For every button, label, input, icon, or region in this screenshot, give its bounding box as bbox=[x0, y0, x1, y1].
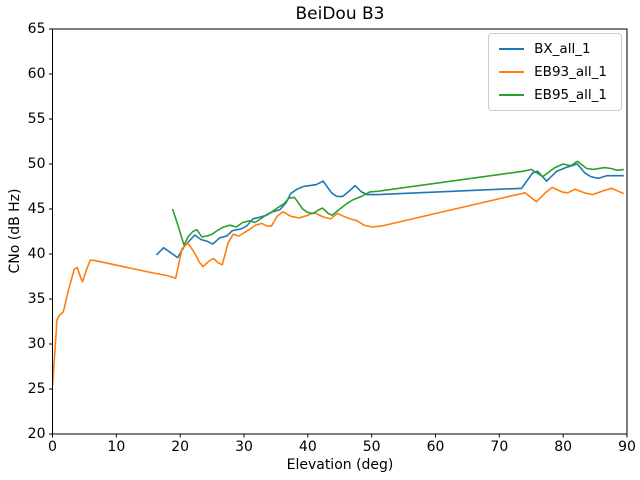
y-tick-label: 20 bbox=[27, 426, 46, 442]
x-tick-label: 90 bbox=[618, 439, 636, 455]
x-tick-label: 30 bbox=[235, 439, 253, 455]
chart-title: BeiDou B3 bbox=[295, 4, 385, 24]
legend-item: EB95_all_1 bbox=[499, 87, 611, 103]
x-tick-label: 0 bbox=[48, 439, 57, 455]
y-tick-label: 60 bbox=[27, 66, 46, 82]
legend-label: EB93_all_1 bbox=[534, 64, 607, 80]
legend-item: EB93_all_1 bbox=[499, 64, 611, 80]
y-tick-label: 55 bbox=[27, 111, 46, 127]
x-tick-label: 10 bbox=[107, 439, 126, 455]
y-tick-label: 50 bbox=[27, 156, 46, 172]
y-tick-label: 25 bbox=[27, 381, 46, 397]
y-tick-label: 35 bbox=[27, 291, 46, 307]
x-tick-label: 80 bbox=[554, 439, 573, 455]
legend-label: BX_all_1 bbox=[534, 41, 591, 57]
axes-frame bbox=[52, 28, 628, 435]
y-tick-label: 30 bbox=[27, 336, 46, 352]
x-tick-label: 40 bbox=[298, 439, 317, 455]
legend: BX_all_1 EB93_all_1 EB95_all_1 bbox=[488, 33, 622, 111]
x-tick-label: 20 bbox=[171, 439, 190, 455]
legend-label: EB95_all_1 bbox=[534, 87, 607, 103]
x-tick-label: 50 bbox=[362, 439, 381, 455]
legend-line-swatch bbox=[499, 48, 525, 50]
y-tick-label: 45 bbox=[27, 201, 46, 217]
x-tick-label: 60 bbox=[426, 439, 445, 455]
series-line-EB95_all_1 bbox=[171, 160, 624, 246]
x-axis-label: Elevation (deg) bbox=[286, 457, 394, 473]
y-tick-label: 65 bbox=[27, 21, 46, 37]
x-tick-label: 70 bbox=[490, 439, 509, 455]
legend-line-swatch bbox=[499, 94, 525, 96]
y-tick-label: 40 bbox=[27, 246, 46, 262]
series-line-BX_all_1 bbox=[155, 163, 624, 259]
series-line-EB93_all_1 bbox=[52, 186, 625, 387]
legend-line-swatch bbox=[499, 71, 525, 73]
legend-item: BX_all_1 bbox=[499, 41, 611, 57]
